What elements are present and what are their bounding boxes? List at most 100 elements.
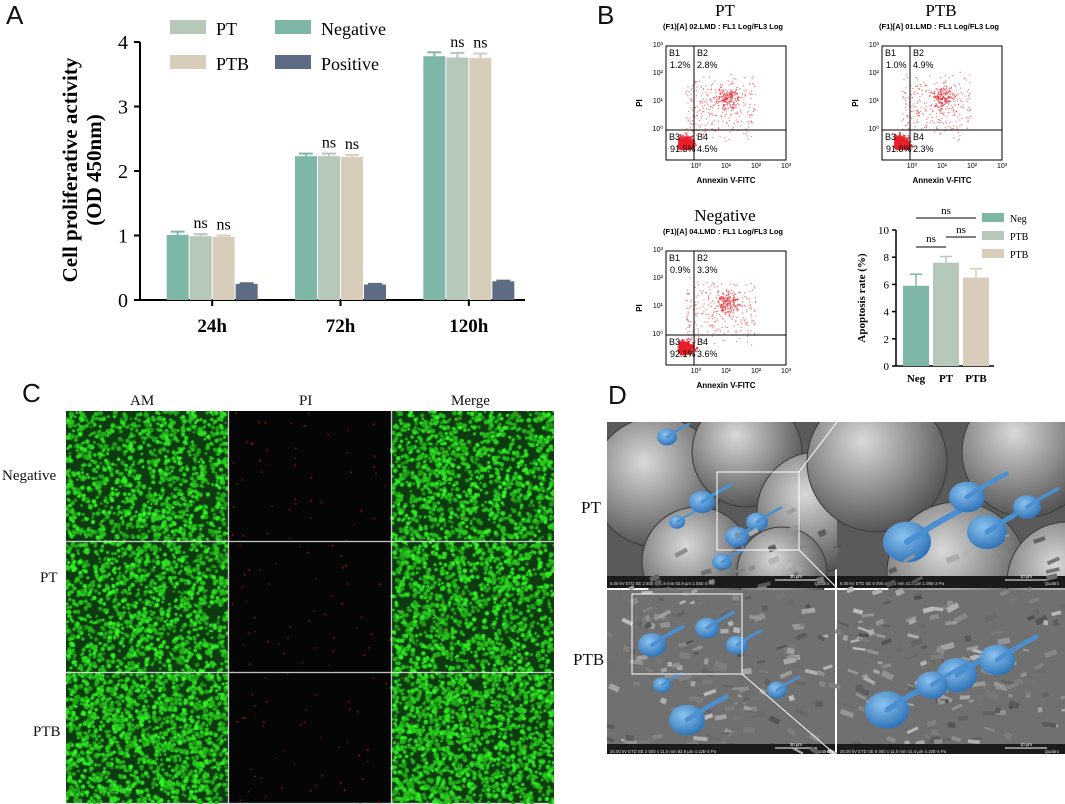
flow-x-tick: 10¹	[721, 163, 732, 170]
surface-texture	[633, 681, 641, 686]
surface-texture	[664, 586, 671, 593]
cell-dot	[735, 305, 737, 308]
cell-dot	[719, 89, 722, 91]
surface-texture	[721, 732, 730, 736]
cell-dot	[705, 130, 707, 132]
cell-dot	[952, 114, 954, 116]
cell-dot	[945, 91, 948, 93]
surface-texture	[1003, 731, 1013, 740]
cell-dot	[695, 144, 697, 146]
cell-dot	[679, 148, 682, 151]
cell-dot	[942, 104, 945, 106]
cell-dot	[747, 332, 749, 334]
surface-texture	[809, 746, 820, 754]
surface-texture	[708, 578, 716, 585]
cell-dot	[688, 330, 690, 333]
surface-texture	[858, 705, 865, 712]
cell-dot	[704, 321, 706, 323]
cell-dot	[744, 103, 747, 105]
cell-dot	[689, 345, 691, 347]
cell-dot	[916, 113, 918, 115]
surface-texture	[1060, 694, 1065, 700]
cell-dot	[697, 330, 700, 332]
cell-dot	[745, 133, 747, 135]
cell-dot	[750, 303, 752, 306]
bar-ptb	[212, 236, 235, 300]
surface-texture	[1027, 614, 1036, 621]
cell-dot	[946, 101, 948, 104]
cell-dot	[714, 342, 716, 345]
surface-texture	[685, 639, 694, 645]
cell-dot	[969, 108, 971, 111]
surface-texture	[732, 595, 740, 601]
cell-dot	[947, 97, 949, 99]
cell-dot	[722, 297, 725, 300]
cell-dot	[746, 335, 749, 337]
legend-label: PTB	[216, 54, 249, 74]
quadrant-b2-label: B2	[697, 48, 708, 58]
cell-dot	[711, 318, 714, 320]
cell-dot	[910, 117, 913, 120]
ns-label: ns	[194, 215, 208, 232]
cell-dot	[729, 92, 732, 94]
cell-dot	[952, 92, 954, 94]
cell-dot	[915, 132, 918, 135]
cell-dot	[714, 80, 716, 82]
cell-dot	[721, 308, 724, 311]
cell-dot	[716, 291, 719, 294]
sig-label: ns	[941, 205, 951, 217]
flow-y-tick: 10²	[653, 70, 664, 77]
cell-dot	[696, 111, 698, 113]
surface-texture	[855, 684, 863, 690]
cell-dot	[713, 302, 715, 304]
cell-dot	[680, 137, 683, 140]
surface-texture	[644, 621, 653, 629]
cell-dot	[728, 101, 730, 104]
cell-dot	[720, 96, 722, 99]
cell-dot	[940, 101, 942, 103]
cell-dot	[712, 300, 714, 302]
cell-dot	[732, 101, 735, 104]
cell-dot	[737, 121, 740, 123]
surface-texture	[728, 693, 739, 699]
surface-texture	[1043, 620, 1049, 626]
quadrant-b1-label: B1	[669, 48, 680, 58]
cell-dot	[706, 281, 708, 284]
cell-dot	[677, 349, 680, 352]
cell-dot	[949, 87, 951, 90]
cell-dot	[727, 301, 730, 303]
cell-dot	[718, 96, 721, 98]
cell-dot	[729, 103, 731, 106]
cell-dot	[705, 99, 708, 101]
cell-dot	[929, 96, 931, 98]
cell-dot	[754, 322, 756, 324]
surface-texture	[907, 633, 920, 639]
cell-dot	[714, 114, 716, 117]
cell-dot	[960, 106, 962, 108]
cell-dot	[688, 91, 690, 93]
cell-dot	[929, 75, 931, 77]
bar-neg	[903, 285, 929, 366]
surface-texture	[787, 523, 803, 534]
cell-dot	[727, 80, 729, 82]
cell-dot	[744, 90, 746, 92]
surface-texture	[644, 614, 651, 622]
cell-dot	[739, 111, 742, 113]
cell-dot	[730, 109, 733, 112]
flow-y-tick: 10⁰	[652, 125, 663, 133]
cell-dot	[754, 93, 756, 96]
cell-dot	[940, 97, 942, 100]
cell-dot	[960, 91, 963, 94]
cell-dot	[932, 110, 934, 113]
cell-dot	[727, 107, 729, 109]
legend-swatch	[170, 20, 206, 34]
cell-dot	[724, 96, 726, 99]
quadrant-b2-label: B2	[697, 253, 708, 263]
cell-dot	[753, 332, 756, 335]
surface-texture	[652, 733, 663, 740]
surface-texture	[882, 624, 890, 628]
surface-texture	[1034, 608, 1040, 615]
flow-y-tick: 10³	[653, 42, 664, 49]
legend-swatch	[170, 55, 206, 69]
cell-dot	[729, 311, 732, 313]
